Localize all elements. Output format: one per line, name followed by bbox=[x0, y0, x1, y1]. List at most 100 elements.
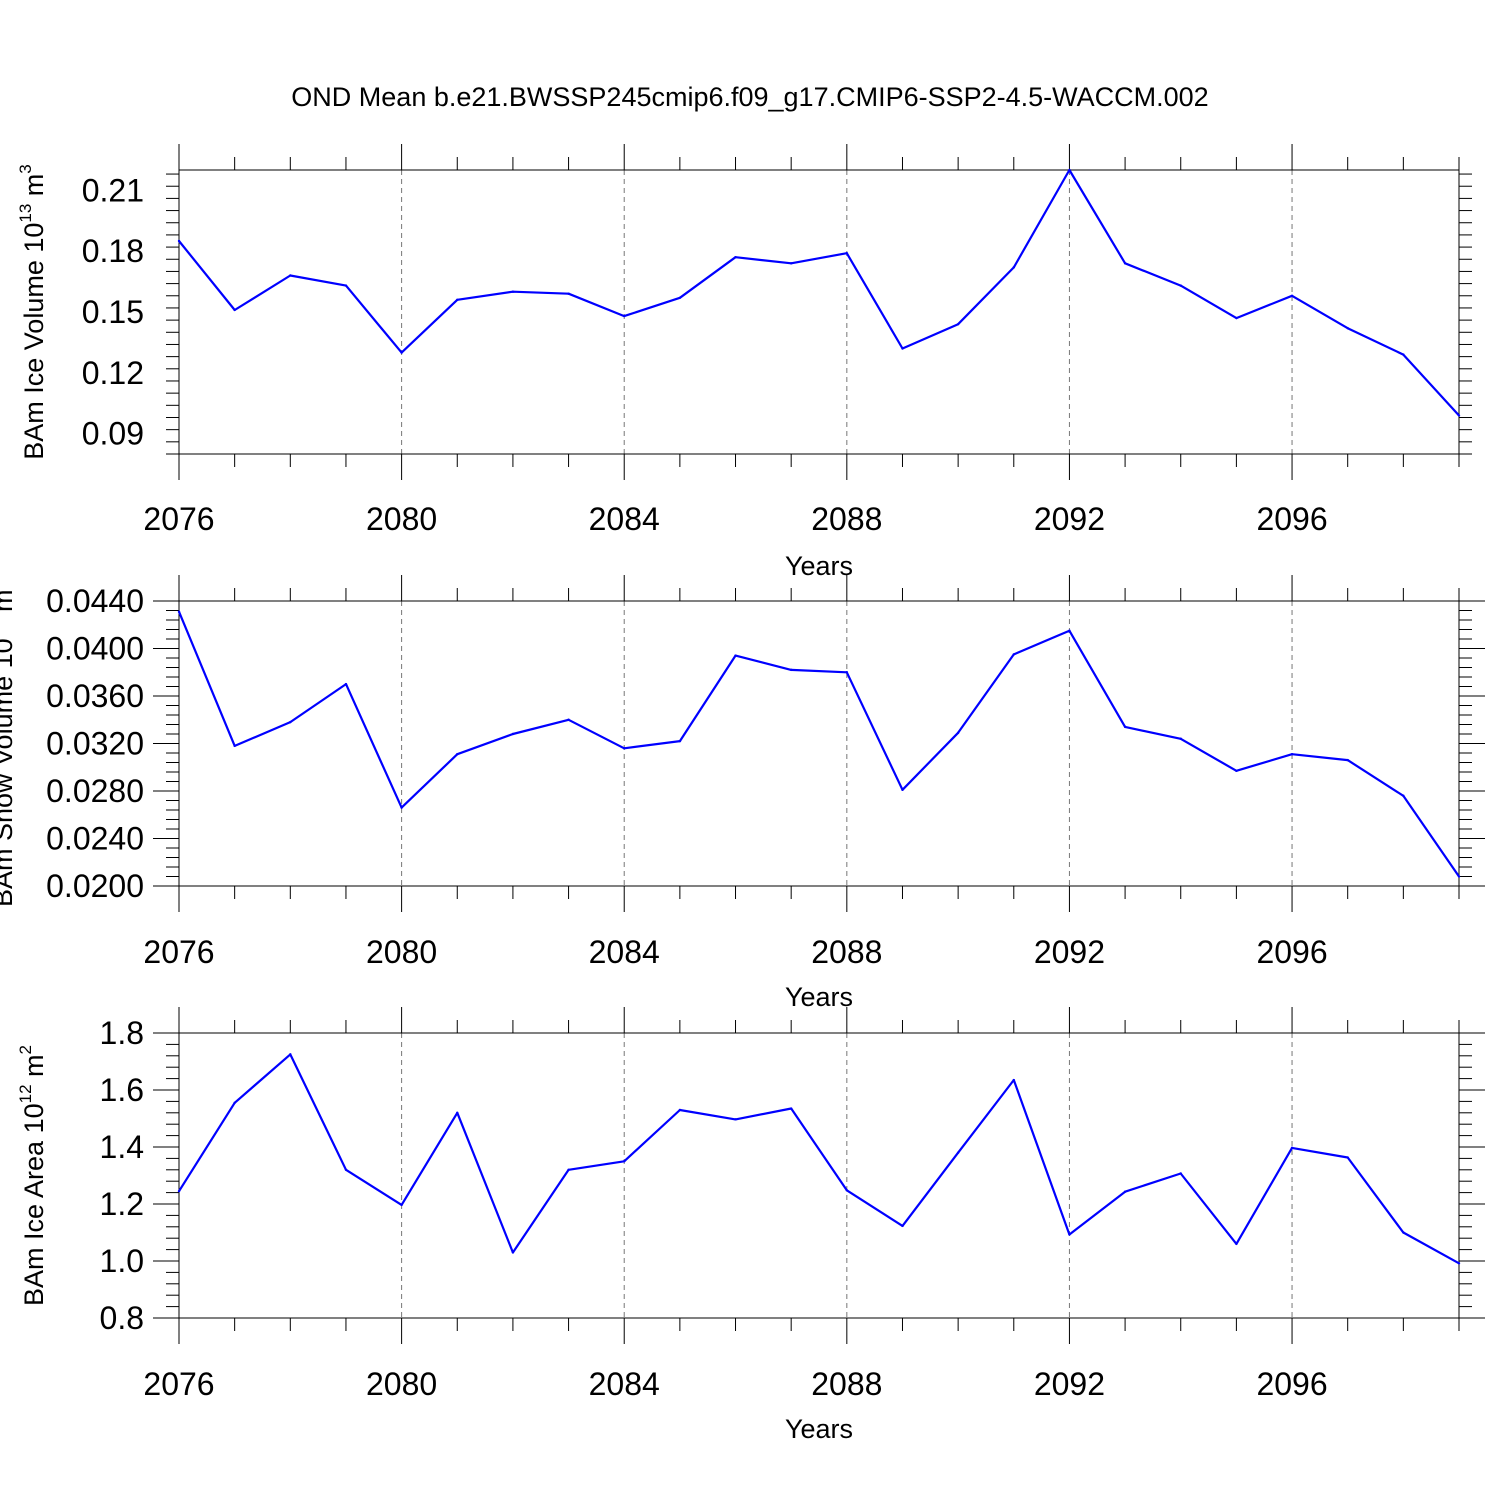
x-tick-label: 2080 bbox=[366, 501, 437, 537]
y-tick-label: 1.4 bbox=[100, 1129, 144, 1165]
data-point bbox=[623, 747, 626, 750]
data-point bbox=[901, 788, 904, 792]
data-point bbox=[1402, 794, 1405, 797]
data-point bbox=[789, 1107, 793, 1110]
y-axis-title: BAm Snow Volume 1013 m3 bbox=[0, 580, 18, 907]
x-tick-label: 2092 bbox=[1034, 1366, 1105, 1402]
data-point bbox=[1457, 875, 1461, 878]
y-tick-label: 0.12 bbox=[82, 355, 144, 391]
data-point bbox=[233, 744, 236, 748]
y-tick-label: 0.18 bbox=[82, 233, 144, 269]
data-point bbox=[956, 322, 960, 326]
y-tick-label: 0.09 bbox=[82, 416, 144, 452]
data-point bbox=[1346, 758, 1349, 762]
data-point bbox=[1068, 1233, 1071, 1236]
data-point bbox=[1235, 769, 1238, 773]
data-point bbox=[456, 1111, 459, 1115]
data-point bbox=[1290, 294, 1294, 297]
data-point bbox=[734, 654, 737, 657]
plot-frame bbox=[178, 169, 1460, 455]
data-point bbox=[1068, 629, 1071, 632]
data-point bbox=[177, 1189, 181, 1193]
data-point bbox=[845, 671, 849, 674]
x-tick-label: 2088 bbox=[811, 501, 882, 537]
x-tick-label: 2096 bbox=[1256, 1366, 1327, 1402]
data-point bbox=[1179, 737, 1182, 740]
data-point bbox=[456, 752, 459, 756]
data-point bbox=[1346, 1156, 1349, 1159]
data-point bbox=[344, 682, 348, 686]
data-point bbox=[789, 262, 793, 265]
x-tick-label: 2084 bbox=[589, 1366, 660, 1402]
data-point bbox=[734, 1118, 737, 1121]
chart-title: OND Mean b.e21.BWSSP245cmip6.f09_g17.CMI… bbox=[291, 82, 1208, 112]
x-tick-label: 2076 bbox=[143, 1366, 214, 1402]
data-point bbox=[177, 610, 181, 613]
data-point bbox=[1012, 653, 1015, 656]
y-tick-label: 1.2 bbox=[100, 1186, 144, 1222]
data-point bbox=[1012, 266, 1015, 269]
y-tick-label: 0.0200 bbox=[46, 868, 144, 904]
data-point bbox=[289, 1053, 292, 1056]
series-line bbox=[178, 168, 1460, 417]
y-axis-title: BAm Ice Area 1012 m2 bbox=[16, 1045, 49, 1306]
y-tick-label: 0.0280 bbox=[46, 773, 144, 809]
data-point bbox=[1123, 262, 1127, 265]
data-point bbox=[1346, 327, 1349, 330]
data-point bbox=[344, 284, 348, 287]
x-tick-label: 2088 bbox=[811, 1366, 882, 1402]
data-point bbox=[789, 668, 793, 672]
y-tick-label: 0.0240 bbox=[46, 821, 144, 857]
data-point bbox=[344, 1168, 348, 1172]
x-tick-label: 2080 bbox=[366, 1366, 437, 1402]
x-axis-title: Years bbox=[785, 982, 853, 1012]
y-tick-label: 0.0400 bbox=[46, 631, 144, 667]
data-point bbox=[845, 251, 849, 255]
y-tick-label: 1.8 bbox=[100, 1015, 144, 1051]
data-point bbox=[289, 720, 292, 724]
data-point bbox=[678, 296, 682, 299]
y-tick-label: 1.6 bbox=[100, 1072, 144, 1108]
data-point bbox=[1012, 1078, 1015, 1082]
y-tick-label: 0.8 bbox=[100, 1300, 144, 1336]
y-tick-label: 0.0360 bbox=[46, 678, 144, 714]
data-point bbox=[1290, 752, 1294, 756]
data-point bbox=[1235, 1242, 1238, 1246]
x-tick-label: 2076 bbox=[143, 934, 214, 970]
data-point bbox=[400, 806, 403, 809]
data-point bbox=[1235, 316, 1238, 320]
data-point bbox=[1457, 414, 1461, 417]
data-point bbox=[400, 1203, 403, 1207]
chart-panel-3: 0.8 1.0 1.2 1.4 1.6 1.8 2076 2080 2084 2088 2092 20… bbox=[16, 1007, 1485, 1444]
x-axis-title: Years bbox=[785, 551, 853, 581]
x-axis-title: Years bbox=[785, 1414, 853, 1444]
x-tick-label: 2092 bbox=[1034, 934, 1105, 970]
data-point bbox=[956, 731, 960, 735]
data-point bbox=[1123, 725, 1127, 729]
chart-panel-1: 0.09 0.12 0.15 0.18 0.21 2076 2080 2084 2088 2092… bbox=[16, 144, 1472, 581]
data-point bbox=[233, 1101, 236, 1105]
series-line bbox=[177, 611, 1460, 878]
data-point bbox=[233, 308, 236, 312]
x-tick-label: 2084 bbox=[589, 934, 660, 970]
x-tick-label: 2096 bbox=[1256, 501, 1327, 537]
x-tick-label: 2084 bbox=[589, 501, 660, 537]
data-point bbox=[567, 292, 570, 295]
data-point bbox=[1290, 1146, 1294, 1150]
x-tick-label: 2092 bbox=[1034, 501, 1105, 537]
data-point bbox=[400, 351, 403, 354]
data-point bbox=[511, 290, 515, 293]
data-point bbox=[1457, 1262, 1461, 1265]
data-point bbox=[1179, 284, 1182, 287]
plot-frame bbox=[178, 600, 1460, 887]
data-point bbox=[177, 239, 181, 243]
y-tick-label: 0.0320 bbox=[46, 726, 144, 762]
data-point bbox=[456, 298, 459, 302]
data-point bbox=[623, 1160, 626, 1163]
x-tick-label: 2076 bbox=[143, 501, 214, 537]
data-point bbox=[567, 1168, 570, 1172]
data-point bbox=[511, 1251, 515, 1254]
data-point bbox=[1123, 1190, 1127, 1193]
data-point bbox=[1068, 168, 1071, 172]
